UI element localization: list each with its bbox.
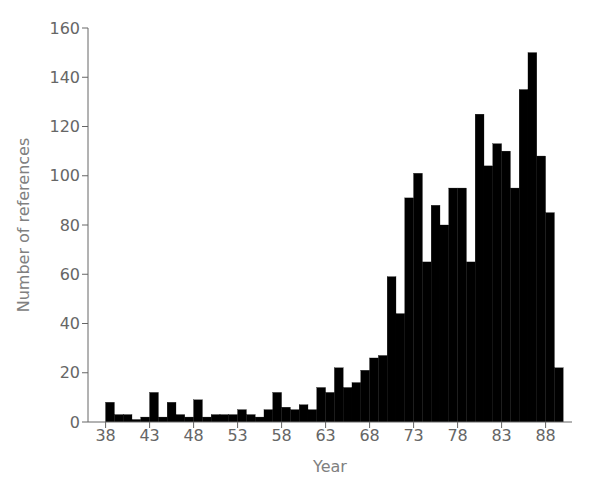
svg-text:140: 140 (49, 68, 80, 87)
svg-text:83: 83 (491, 426, 511, 445)
svg-text:43: 43 (139, 426, 159, 445)
svg-text:Year: Year (312, 457, 347, 476)
svg-text:78: 78 (447, 426, 467, 445)
svg-text:80: 80 (60, 216, 80, 235)
svg-text:100: 100 (49, 166, 80, 185)
svg-text:58: 58 (271, 426, 291, 445)
svg-text:48: 48 (183, 426, 203, 445)
svg-text:60: 60 (60, 265, 80, 284)
svg-text:53: 53 (227, 426, 247, 445)
svg-text:68: 68 (359, 426, 379, 445)
svg-text:0: 0 (70, 413, 80, 432)
svg-text:73: 73 (403, 426, 423, 445)
svg-text:Number of references: Number of references (14, 138, 33, 313)
svg-text:88: 88 (535, 426, 555, 445)
svg-text:63: 63 (315, 426, 335, 445)
svg-text:38: 38 (95, 426, 115, 445)
svg-text:160: 160 (49, 19, 80, 38)
svg-text:40: 40 (60, 314, 80, 333)
svg-text:120: 120 (49, 117, 80, 136)
svg-text:20: 20 (60, 363, 80, 382)
